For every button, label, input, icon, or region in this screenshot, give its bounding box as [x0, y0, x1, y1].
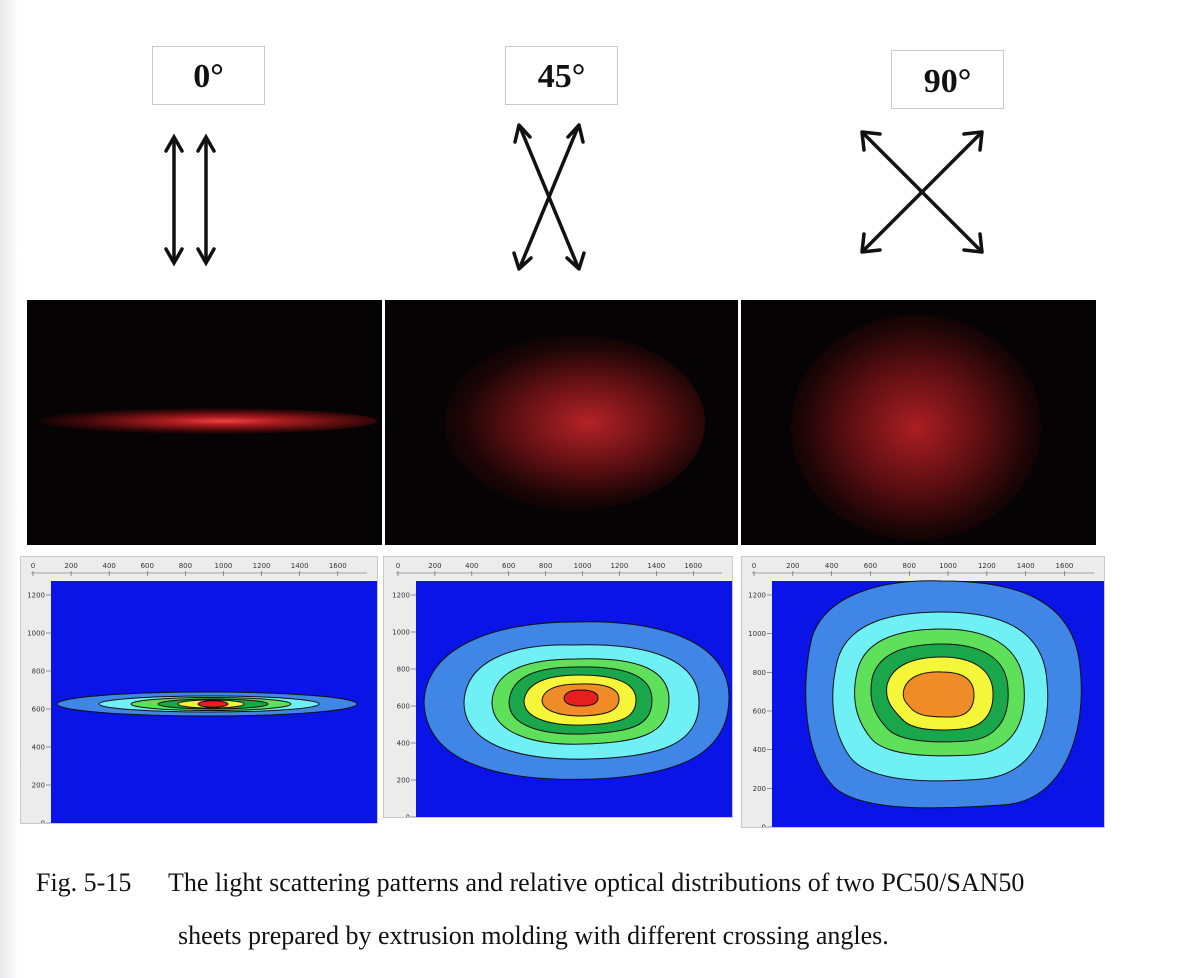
x-axis: 0 200 400 600 800 1000 1200 1400 1600 — [31, 562, 367, 576]
x-tick-label: 400 — [825, 562, 838, 570]
angle-label-45: 45° — [505, 46, 618, 105]
x-tick-label: 200 — [786, 562, 799, 570]
y-tick-label: 800 — [32, 668, 45, 676]
figure-caption-line2: sheets prepared by extrusion molding wit… — [178, 921, 889, 950]
y-tick-label: 200 — [753, 785, 766, 793]
contour-plot-0: 0 200 400 600 800 1000 1200 1400 1600 1200 1000 80… — [20, 556, 378, 824]
x-tick-label: 600 — [502, 562, 515, 570]
y-tick-label: 200 — [32, 782, 45, 790]
y-tick-label: 600 — [32, 706, 45, 714]
x-tick-label: 200 — [64, 562, 77, 570]
laser-spot — [791, 315, 1041, 540]
y-tick-label: 400 — [32, 744, 45, 752]
angle-label-90: 90° — [891, 50, 1004, 109]
x-tick-label: 800 — [903, 562, 916, 570]
x-tick-label: 600 — [141, 562, 154, 570]
y-tick-label: 0 — [762, 824, 766, 829]
y-axis: 1200 1000 800 600 400 200 0 — [27, 592, 51, 825]
contour-plot-svg: 0 200 400 600 800 1000 1200 1400 1600 1200 1000 80… — [27, 562, 377, 825]
angle-label-0: 0° — [152, 46, 265, 105]
x-tick-label: 1400 — [1017, 562, 1035, 570]
contour-plot-45: 0 200 400 600 800 1000 1200 1400 1600 1200 1000 80… — [383, 556, 733, 818]
y-tick-label: 1200 — [27, 592, 45, 600]
x-tick-label: 1400 — [291, 562, 309, 570]
contour-plot-90: 0 200 400 600 800 1000 1200 1400 1600 1200 1000 80… — [741, 556, 1105, 828]
y-tick-label: 1000 — [392, 629, 410, 637]
x-tick-label: 200 — [428, 562, 441, 570]
figure-caption-line1: The light scattering patterns and relati… — [168, 868, 1025, 897]
x-axis: 0 200 400 600 800 1000 1200 1400 1600 — [752, 562, 1094, 576]
x-tick-label: 1000 — [939, 562, 957, 570]
laser-streak — [37, 408, 377, 434]
y-tick-label: 400 — [397, 740, 410, 748]
y-tick-label: 0 — [41, 820, 45, 825]
x-tick-label: 0 — [396, 562, 400, 570]
y-axis: 1200 1000 800 600 400 200 0 — [748, 592, 772, 829]
scattering-photo-90 — [741, 300, 1096, 545]
y-tick-label: 0 — [406, 814, 410, 819]
x-tick-label: 1000 — [574, 562, 592, 570]
y-tick-label: 400 — [753, 746, 766, 754]
y-tick-label: 600 — [397, 703, 410, 711]
scattering-photo-45 — [385, 300, 738, 545]
contour-plot-svg: 0 200 400 600 800 1000 1200 1400 1600 1200 1000 80… — [748, 562, 1104, 829]
y-tick-label: 200 — [397, 777, 410, 785]
y-tick-label: 1000 — [27, 630, 45, 638]
page-edge-shadow — [0, 0, 18, 978]
y-axis: 1200 1000 800 600 400 200 0 — [392, 592, 416, 819]
x-tick-label: 1600 — [329, 562, 347, 570]
x-axis: 0 200 400 600 800 1000 1200 1400 1600 — [396, 562, 722, 576]
figure-caption-number: Fig. 5-15 — [36, 868, 132, 897]
y-tick-label: 1000 — [748, 630, 766, 638]
crossed-45-arrows-icon — [512, 123, 586, 271]
y-tick-label: 1200 — [748, 592, 766, 600]
x-tick-label: 1200 — [978, 562, 996, 570]
y-tick-label: 800 — [397, 666, 410, 674]
laser-spot — [445, 335, 705, 510]
contour-plot-svg: 0 200 400 600 800 1000 1200 1400 1600 1200 1000 80… — [392, 562, 732, 819]
scattering-photo-0 — [27, 300, 382, 545]
x-tick-label: 1400 — [647, 562, 665, 570]
x-tick-label: 800 — [539, 562, 552, 570]
x-tick-label: 1200 — [611, 562, 629, 570]
y-tick-label: 800 — [753, 669, 766, 677]
x-tick-label: 400 — [465, 562, 478, 570]
x-tick-label: 400 — [103, 562, 116, 570]
x-tick-label: 0 — [31, 562, 35, 570]
x-tick-label: 1000 — [215, 562, 233, 570]
parallel-arrows-icon — [164, 133, 216, 267]
x-tick-label: 800 — [179, 562, 192, 570]
y-tick-label: 600 — [753, 708, 766, 716]
x-tick-label: 1600 — [1056, 562, 1074, 570]
x-tick-label: 1200 — [253, 562, 271, 570]
x-tick-label: 600 — [864, 562, 877, 570]
crossed-90-arrows-icon — [860, 130, 984, 254]
y-tick-label: 1200 — [392, 592, 410, 600]
x-tick-label: 0 — [752, 562, 756, 570]
x-tick-label: 1600 — [684, 562, 702, 570]
